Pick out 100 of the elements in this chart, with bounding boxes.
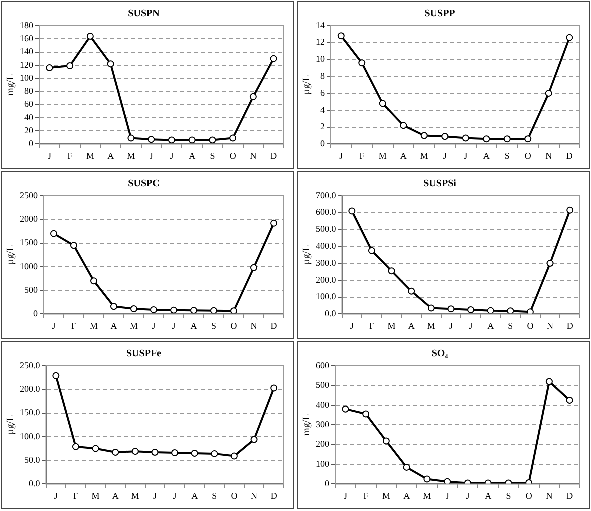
x-tick-label: F [68,150,73,161]
x-tick-label: J [466,490,470,501]
point [250,264,258,272]
x-tick-label: O [230,150,237,161]
y-tick-label: 200.0 [316,274,337,285]
point [468,306,475,314]
x-tick-label: J [152,320,156,331]
x-tick-label: A [190,320,198,331]
point [90,278,98,285]
x-tick-label: J [48,150,52,161]
point [46,64,54,72]
point [191,450,198,457]
point [107,60,114,68]
point [168,136,176,144]
y-tick-label: 100 [316,458,330,469]
x-tick-label: A [483,150,490,161]
chart-title: SUSPSi [424,178,457,190]
x-tick-label: S [212,490,218,501]
x-tick-label: J [153,490,158,501]
x-tick-label: F [73,490,78,501]
x-tick-label: D [270,150,278,161]
x-tick-label: A [485,490,492,501]
point [230,308,238,314]
x-tick-label: A [400,150,408,161]
point [92,445,100,452]
x-tick-label: M [420,150,428,161]
x-tick-label: M [382,490,390,501]
point [150,306,158,314]
x-tick-label: F [369,320,374,331]
x-tick-label: F [360,150,365,161]
point [70,242,78,250]
x-tick-label: A [404,490,411,501]
point [188,136,196,144]
x-tick-label: S [504,150,510,161]
y-tick-label: 600 [316,360,330,370]
point [112,449,120,456]
x-tick-label: J [170,150,174,161]
x-tick-label: M [90,320,98,331]
point [382,438,390,445]
x-tick-label: A [408,320,416,331]
x-tick-label: J [340,150,344,161]
x-tick-label: N [547,320,554,331]
y-tick-label: 80 [24,86,34,96]
point [507,308,514,314]
point [66,62,74,70]
y-tick-label: 500 [316,380,330,390]
x-tick-label: M [92,490,100,501]
y-tick-label: 0 [325,478,330,489]
y-tick-label: 160 [20,33,34,44]
x-tick-label: M [130,320,138,331]
x-tick-label: A [110,320,118,331]
point [211,450,218,458]
point [504,136,511,143]
point [128,134,135,142]
point [524,136,532,143]
point [348,208,356,215]
x-tick-label: J [54,490,58,501]
y-tick-label: 100.0 [20,431,41,442]
y-axis-title: µg/L [6,245,17,265]
y-tick-label: 40 [24,112,34,122]
point [362,410,370,418]
point [130,306,138,312]
x-tick-label: M [127,150,136,161]
point [132,448,139,456]
x-tick-label: J [350,320,354,331]
x-tick-label: A [488,320,495,331]
x-tick-label: N [546,150,553,161]
point [424,476,431,483]
point [368,247,376,254]
point [403,464,410,471]
y-tick-label: 50.0 [24,454,41,465]
point [250,93,257,100]
point [442,133,449,140]
y-tick-label: 0 [29,138,34,149]
x-tick-label: D [270,490,278,501]
point [270,55,278,62]
y-tick-label: 250.0 [20,360,41,370]
x-tick-label: N [546,490,554,501]
x-tick-label: A [189,150,196,161]
chart-title: SUSPC [128,178,160,190]
point [487,307,494,314]
x-tick-label: M [423,490,432,501]
y-tick-label: 200 [316,439,330,450]
x-tick-label: O [526,490,533,501]
y-axis-title: mg/L [6,74,17,96]
x-tick-label: D [566,490,574,501]
y-tick-label: 180 [20,20,34,30]
point [400,122,408,130]
x-tick-label: N [250,320,258,331]
x-tick-label: S [210,150,216,161]
y-tick-label: 20 [24,125,34,136]
point [152,449,159,456]
x-tick-label: J [469,320,474,331]
y-tick-label: 1500 [20,238,38,248]
x-tick-label: O [230,320,238,331]
x-tick-label: O [524,150,532,161]
y-tick-label: 100.0 [316,292,337,302]
y-tick-label: 2500 [20,190,38,200]
point [566,206,574,214]
y-tick-label: 300 [316,419,330,430]
